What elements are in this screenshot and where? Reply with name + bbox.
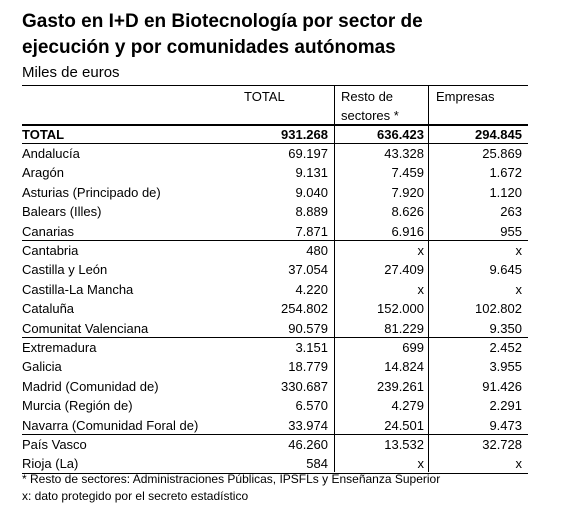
column-divider xyxy=(334,85,335,472)
cell: 37.054 xyxy=(288,262,328,278)
cell: 294.845 xyxy=(475,127,522,142)
cell: 699 xyxy=(402,340,424,355)
row-label: Extremadura xyxy=(22,340,97,355)
column-header: Empresas xyxy=(436,89,495,104)
cell: 239.261 xyxy=(377,378,424,394)
footnote: x: dato protegido por el secreto estadís… xyxy=(22,489,249,503)
rule xyxy=(22,473,528,474)
column-header: TOTAL xyxy=(244,89,285,104)
cell: 102.802 xyxy=(475,301,522,317)
cell: 9.350 xyxy=(489,320,522,336)
cell: 7.920 xyxy=(391,184,424,200)
cell: x xyxy=(417,243,425,258)
cell: 4.279 xyxy=(391,398,424,414)
row-label: Cantabria xyxy=(22,243,79,258)
cell: 9.645 xyxy=(489,262,522,278)
cell: 2.291 xyxy=(489,398,522,414)
cell: 27.409 xyxy=(384,262,424,278)
cell: 43.328 xyxy=(384,146,424,161)
row-label: Comunitat Valenciana xyxy=(22,320,149,336)
row-label: País Vasco xyxy=(22,437,87,452)
column-divider xyxy=(428,85,429,472)
cell: 69.197 xyxy=(288,146,328,161)
row-label: Murcia (Región de) xyxy=(22,398,133,414)
cell: 480 xyxy=(306,243,328,258)
cell: 24.501 xyxy=(384,417,424,433)
rule xyxy=(22,124,528,126)
row-label: Cataluña xyxy=(22,301,75,317)
cell: 9.040 xyxy=(295,184,328,200)
title-line: Gasto en I+D en Biotecnología por sector… xyxy=(22,11,423,32)
row-label: Canarias xyxy=(22,223,75,239)
cell: 25.869 xyxy=(482,146,522,161)
cell: 2.452 xyxy=(489,340,522,355)
row-label: Galicia xyxy=(22,359,62,375)
cell: 4.220 xyxy=(295,281,328,297)
row-label: Aragón xyxy=(22,165,64,181)
rule xyxy=(22,143,528,144)
cell: 13.532 xyxy=(384,437,424,452)
cell: 81.229 xyxy=(384,320,424,336)
cell: 263 xyxy=(500,204,522,220)
cell: 584 xyxy=(306,456,328,472)
subtitle: Miles de euros xyxy=(22,64,120,81)
row-label: Castilla-La Mancha xyxy=(22,281,134,297)
column-header: Resto de sectores * xyxy=(341,89,399,123)
cell: 6.570 xyxy=(295,398,328,414)
cell: 18.779 xyxy=(288,359,328,375)
footnote: * Resto de sectores: Administraciones Pú… xyxy=(22,472,441,486)
cell: 931.268 xyxy=(281,127,328,142)
cell: 9.131 xyxy=(295,165,328,181)
cell: 955 xyxy=(500,223,522,239)
cell: 8.626 xyxy=(391,204,424,220)
cell: 33.974 xyxy=(288,417,328,433)
title-line: ejecución y por comunidades autónomas xyxy=(22,37,396,58)
cell: 8.889 xyxy=(295,204,328,220)
cell: 7.459 xyxy=(391,165,424,181)
cell: x xyxy=(515,281,523,297)
cell: 6.916 xyxy=(391,223,424,239)
cell: 32.728 xyxy=(482,437,522,452)
cell: 46.260 xyxy=(288,437,328,452)
cell: x xyxy=(515,456,523,472)
cell: x xyxy=(417,456,425,472)
cell: 330.687 xyxy=(281,378,328,394)
cell: x xyxy=(417,281,425,297)
row-label: Castilla y León xyxy=(22,262,108,278)
row-label: Andalucía xyxy=(22,146,80,161)
cell: 636.423 xyxy=(377,127,424,142)
cell: 1.120 xyxy=(489,184,522,200)
cell: 1.672 xyxy=(489,165,522,181)
row-label: Navarra (Comunidad Foral de) xyxy=(22,417,199,433)
rule xyxy=(22,337,528,338)
cell: 152.000 xyxy=(377,301,424,317)
row-label: Rioja (La) xyxy=(22,456,79,472)
row-label: Asturias (Principado de) xyxy=(22,184,161,200)
cell: 9.473 xyxy=(489,417,522,433)
row-label: Balears (Illes) xyxy=(22,204,102,220)
rule xyxy=(22,434,528,435)
rule xyxy=(22,240,528,241)
rule xyxy=(22,85,528,86)
cell: 14.824 xyxy=(384,359,424,375)
cell: 91.426 xyxy=(482,378,522,394)
cell: x xyxy=(515,243,523,258)
cell: 3.151 xyxy=(295,340,328,355)
cell: 90.579 xyxy=(288,320,328,336)
cell: 3.955 xyxy=(489,359,522,375)
cell: 7.871 xyxy=(295,223,328,239)
row-label: Madrid (Comunidad de) xyxy=(22,378,159,394)
cell: 254.802 xyxy=(281,301,328,317)
row-label: TOTAL xyxy=(22,127,65,142)
